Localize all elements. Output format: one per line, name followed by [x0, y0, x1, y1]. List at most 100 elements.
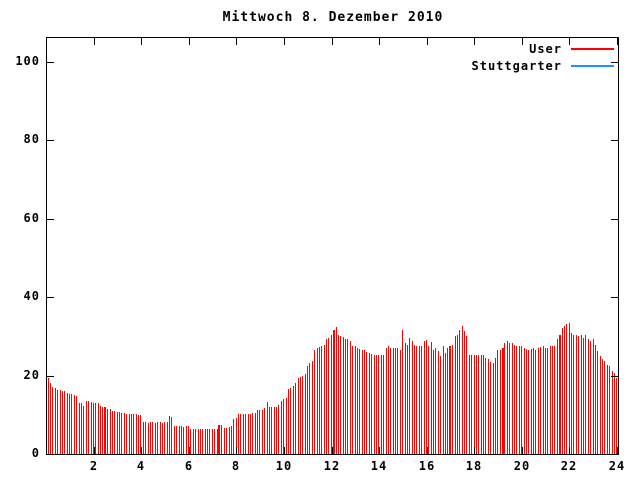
user-bar — [524, 348, 525, 454]
user-bar — [281, 401, 282, 454]
chart-title: Mittwoch 8. Dezember 2010 — [222, 10, 444, 25]
user-bar — [224, 428, 225, 454]
user-bar — [331, 335, 332, 454]
user-bar — [124, 413, 125, 454]
user-bar — [136, 414, 137, 454]
user-bar — [157, 422, 158, 454]
x-tick-label: 8 — [231, 459, 241, 473]
user-bar — [540, 347, 541, 454]
y-tick-label: 80 — [23, 132, 40, 146]
user-bar — [248, 414, 249, 454]
user-bar — [449, 346, 451, 454]
user-bar — [152, 422, 153, 454]
x-tick-mirror — [617, 38, 618, 45]
user-bar — [112, 411, 113, 454]
user-bar — [250, 414, 251, 454]
x-tick — [427, 447, 428, 454]
user-bar — [236, 418, 237, 454]
x-tick — [522, 447, 523, 454]
user-bar — [50, 383, 51, 454]
y-tick — [47, 297, 54, 298]
y-tick-mirror — [611, 219, 618, 220]
user-bar — [212, 429, 213, 454]
y-tick — [47, 62, 54, 63]
x-tick-mirror — [569, 38, 570, 45]
user-bar — [597, 351, 598, 454]
user-bar — [440, 356, 441, 454]
user-bar — [609, 366, 610, 454]
x-tick-mirror — [474, 38, 475, 45]
user-bar — [490, 362, 491, 454]
user-bar — [424, 341, 425, 454]
x-tick-label: 10 — [275, 459, 293, 473]
user-bar — [421, 346, 422, 454]
user-bar — [431, 342, 432, 454]
user-bar — [578, 336, 579, 454]
user-bar — [264, 408, 265, 454]
user-bar — [445, 353, 446, 454]
user-bar — [535, 350, 536, 454]
user-bar — [336, 327, 337, 454]
legend-label: Stuttgarter — [471, 58, 562, 73]
x-tick-mirror — [236, 38, 237, 45]
user-bar — [107, 409, 108, 454]
user-bar — [300, 377, 301, 454]
user-bar — [71, 394, 72, 454]
user-bar — [138, 415, 139, 454]
user-bar — [466, 336, 467, 454]
x-tick-label: 18 — [465, 459, 483, 473]
user-bar — [481, 355, 482, 454]
user-bar — [91, 402, 92, 454]
user-bar — [500, 350, 501, 454]
user-bar — [409, 338, 410, 454]
user-bar — [414, 345, 415, 454]
user-bar — [376, 355, 377, 454]
user-bar — [340, 336, 341, 454]
x-tick — [94, 447, 95, 454]
user-bar — [98, 403, 99, 454]
x-tick — [141, 447, 142, 454]
user-bar — [528, 350, 529, 454]
user-bar — [283, 399, 284, 454]
user-bar — [93, 403, 94, 454]
user-bar — [162, 423, 163, 454]
user-bar — [388, 346, 389, 454]
user-bar — [121, 413, 122, 454]
user-bar — [554, 346, 555, 454]
user-bar — [547, 348, 548, 454]
user-bar — [343, 337, 344, 454]
user-bar — [160, 422, 161, 454]
user-bar — [102, 407, 103, 454]
x-tick-mirror — [332, 38, 333, 45]
user-bar — [221, 425, 222, 454]
user-bar — [616, 378, 617, 454]
user-bar — [262, 410, 263, 454]
user-bar — [502, 348, 504, 454]
user-bar — [562, 328, 563, 454]
user-bar — [350, 341, 351, 454]
user-bar — [288, 389, 289, 454]
user-bar — [583, 338, 584, 454]
user-bar — [521, 346, 522, 454]
user-bar — [86, 401, 87, 454]
y-tick-mirror — [611, 62, 618, 63]
user-bar — [362, 350, 363, 454]
x-tick-mirror — [284, 38, 285, 45]
user-bar — [145, 422, 146, 454]
user-bar — [83, 406, 84, 454]
y-tick — [47, 454, 54, 455]
y-tick — [47, 219, 54, 220]
user-bar — [62, 391, 63, 454]
y-tick-mirror — [611, 376, 618, 377]
user-bar — [226, 428, 227, 454]
user-bar — [464, 331, 465, 454]
user-bar — [447, 348, 448, 454]
user-bar — [559, 335, 561, 454]
user-bar — [195, 429, 196, 454]
user-bar — [347, 339, 348, 454]
user-bar — [79, 403, 80, 454]
user-bar — [233, 419, 234, 454]
user-bar — [378, 355, 379, 454]
user-bar — [276, 407, 277, 454]
